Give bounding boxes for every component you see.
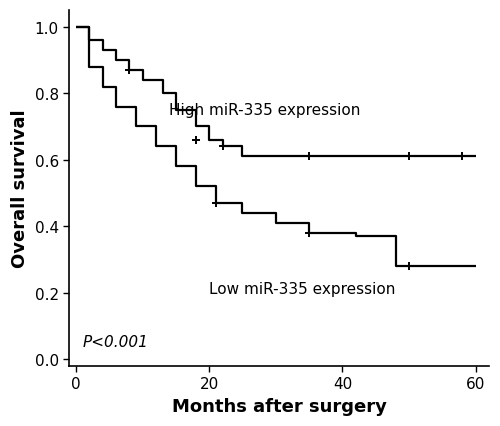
- Text: High miR-335 expression: High miR-335 expression: [169, 102, 360, 117]
- Text: P<0.001: P<0.001: [82, 334, 148, 349]
- X-axis label: Months after surgery: Months after surgery: [172, 397, 386, 415]
- Y-axis label: Overall survival: Overall survival: [11, 109, 29, 268]
- Text: Low miR-335 expression: Low miR-335 expression: [209, 282, 396, 296]
